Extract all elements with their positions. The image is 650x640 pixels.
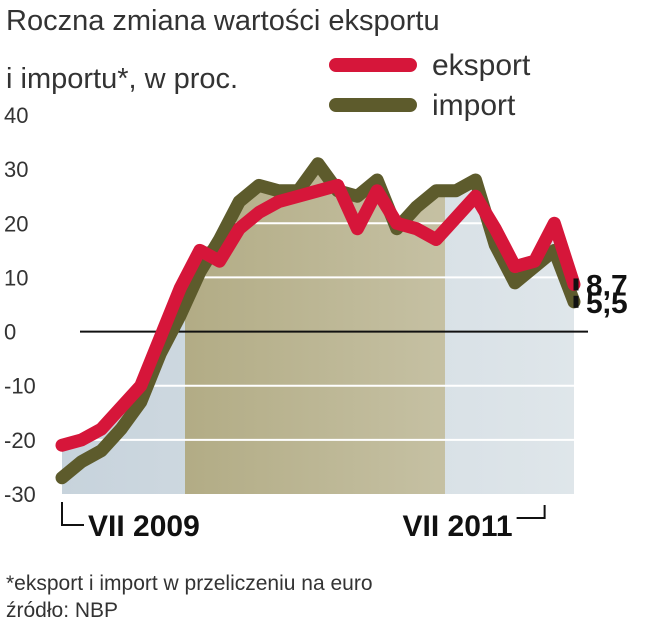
x-tick-label: VII 2009 [88, 510, 200, 543]
y-tick-label: 40 [4, 103, 28, 128]
y-tick-label: -10 [4, 374, 36, 399]
chart-title: Roczna zmiana wartości eksportu [6, 5, 440, 37]
y-tick-label: 30 [4, 157, 28, 182]
x-bracket [61, 502, 84, 526]
highlight-band [185, 163, 445, 494]
source: źródło: NBP [6, 599, 118, 622]
y-tick-label: 20 [4, 211, 28, 236]
value-label: 8,7 [586, 269, 628, 302]
y-tick-label: 0 [4, 320, 16, 345]
chart-subtitle: i importu*, w proc. [6, 63, 238, 95]
x-tick-label: VII 2011 [403, 510, 513, 543]
legend-label: import [432, 89, 516, 122]
legend-label: eksport [432, 49, 531, 82]
y-tick-label: 10 [4, 265, 28, 290]
y-tick-label: -30 [4, 482, 36, 507]
value-label: 5,5 [586, 287, 628, 320]
background [62, 163, 574, 494]
y-tick-label: -20 [4, 428, 36, 453]
x-bracket [516, 505, 546, 519]
series-line [55, 178, 581, 452]
footnote: *eksport i import w przeliczeniu na euro [6, 572, 373, 595]
